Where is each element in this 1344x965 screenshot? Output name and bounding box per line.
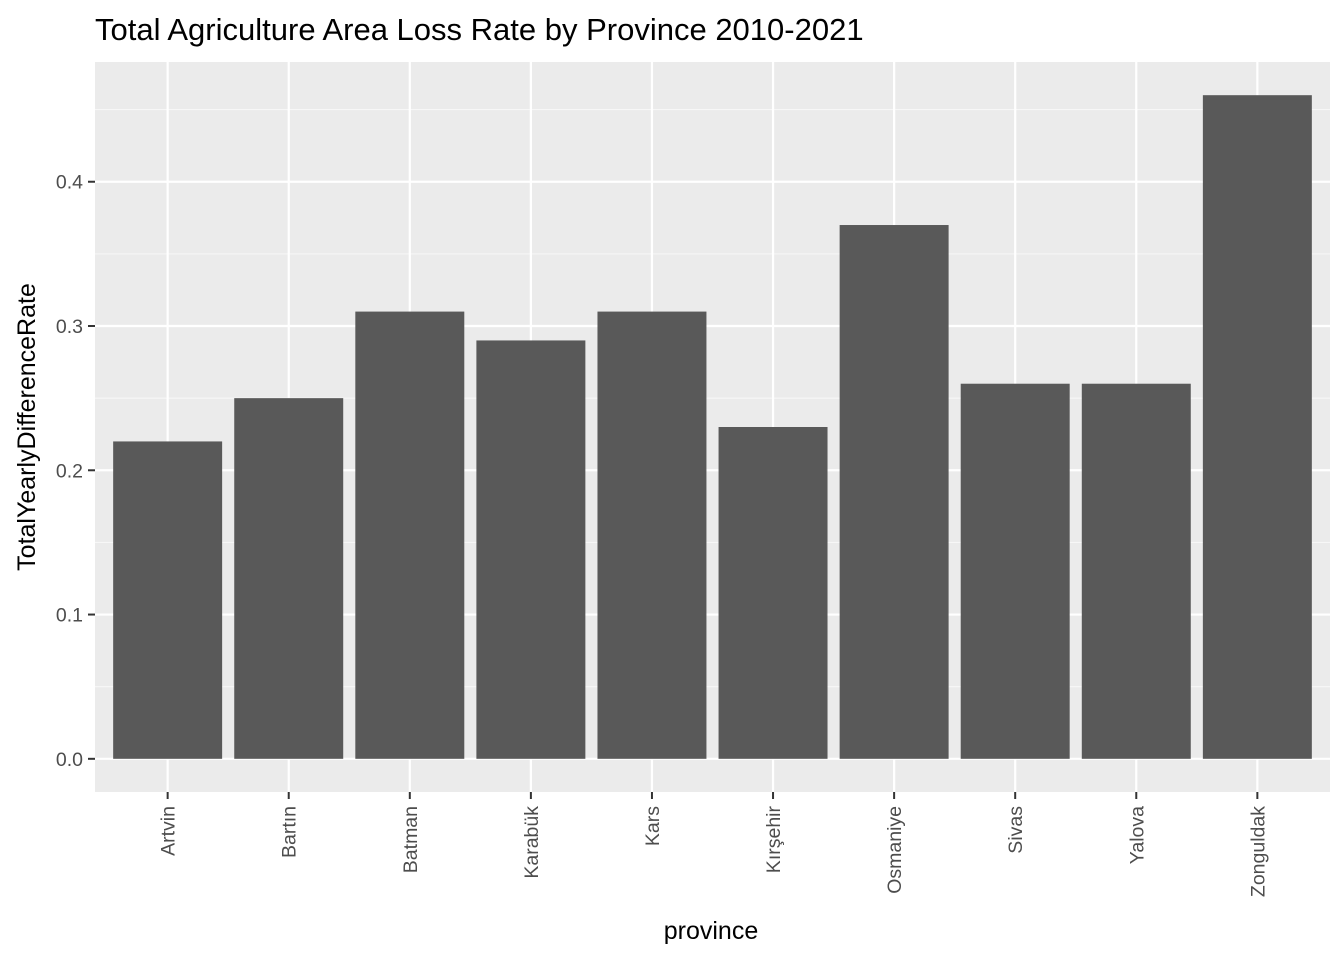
bar-6	[718, 427, 828, 759]
x-axis: Artvin Bartın Batman Karabük Kars Kırşehir Osm…	[158, 792, 1269, 897]
x-tick-label: Kars	[642, 806, 664, 846]
x-tick-label: Artvin	[158, 806, 180, 856]
bar-8	[960, 383, 1070, 759]
y-tick-label: 0.1	[56, 605, 83, 627]
bar-2	[234, 398, 344, 759]
bar-7	[839, 225, 949, 759]
x-tick-label: Kırşehir	[763, 805, 785, 873]
x-tick-label: Sivas	[1005, 806, 1027, 854]
x-tick-label: Yalova	[1126, 806, 1148, 864]
x-tick-label: Karabük	[521, 806, 543, 879]
bar-3	[355, 311, 465, 759]
bar-4	[476, 340, 586, 759]
x-tick-label: Bartın	[279, 806, 301, 858]
bars	[113, 95, 1312, 759]
x-axis-title: province	[664, 917, 759, 945]
bar-5	[597, 311, 707, 759]
x-tick-label: Zonguldak	[1247, 806, 1269, 897]
y-tick-label: 0.4	[56, 172, 83, 194]
y-tick-label: 0.3	[56, 316, 83, 338]
y-tick-label: 0.0	[56, 749, 83, 771]
y-tick-label: 0.2	[56, 460, 83, 482]
bar-9	[1081, 383, 1191, 759]
x-tick-label: Osmaniye	[884, 806, 906, 894]
y-axis-title: TotalYearlyDifferenceRate	[13, 283, 41, 571]
bar-1	[113, 441, 223, 759]
chart-title: Total Agriculture Area Loss Rate by Prov…	[95, 12, 864, 47]
bar-10	[1202, 95, 1312, 759]
x-tick-label: Batman	[400, 806, 422, 873]
y-axis: 0.0 0.1 0.2 0.3 0.4	[56, 172, 95, 771]
